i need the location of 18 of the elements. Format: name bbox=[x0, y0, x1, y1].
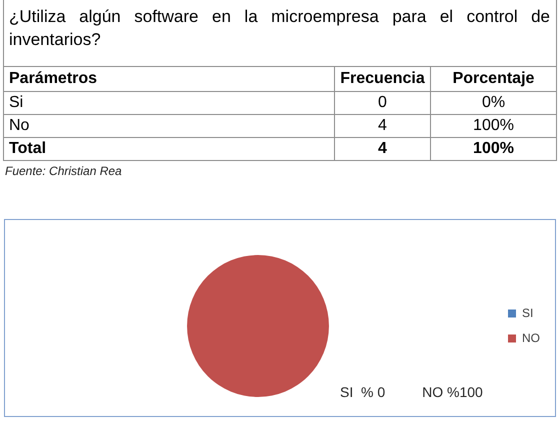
text: Parámetros bbox=[4, 66, 334, 92]
text: NO %100 bbox=[422, 383, 483, 401]
category-label: No bbox=[4, 114, 334, 138]
category-label: Si bbox=[4, 92, 334, 114]
category-label: Total bbox=[4, 138, 334, 160]
legend-label: NO bbox=[522, 330, 540, 345]
source-note: Fuente: Christian Rea bbox=[4, 164, 123, 178]
data-label: 100% bbox=[430, 138, 557, 160]
text: SI % 0 bbox=[340, 383, 386, 401]
data-label: 4 bbox=[334, 114, 430, 138]
data-label: 0% bbox=[430, 92, 557, 114]
legend-label: SI bbox=[522, 306, 534, 320]
data-label: 0 bbox=[334, 92, 430, 114]
text: Frecuencia bbox=[334, 66, 430, 92]
text: Porcentaje bbox=[430, 66, 557, 92]
data-label: 4 bbox=[334, 138, 430, 160]
data-label: 100% bbox=[430, 114, 557, 138]
text: ¿Utiliza algún software en la microempresa para el control de inventarios? bbox=[4, 0, 557, 66]
